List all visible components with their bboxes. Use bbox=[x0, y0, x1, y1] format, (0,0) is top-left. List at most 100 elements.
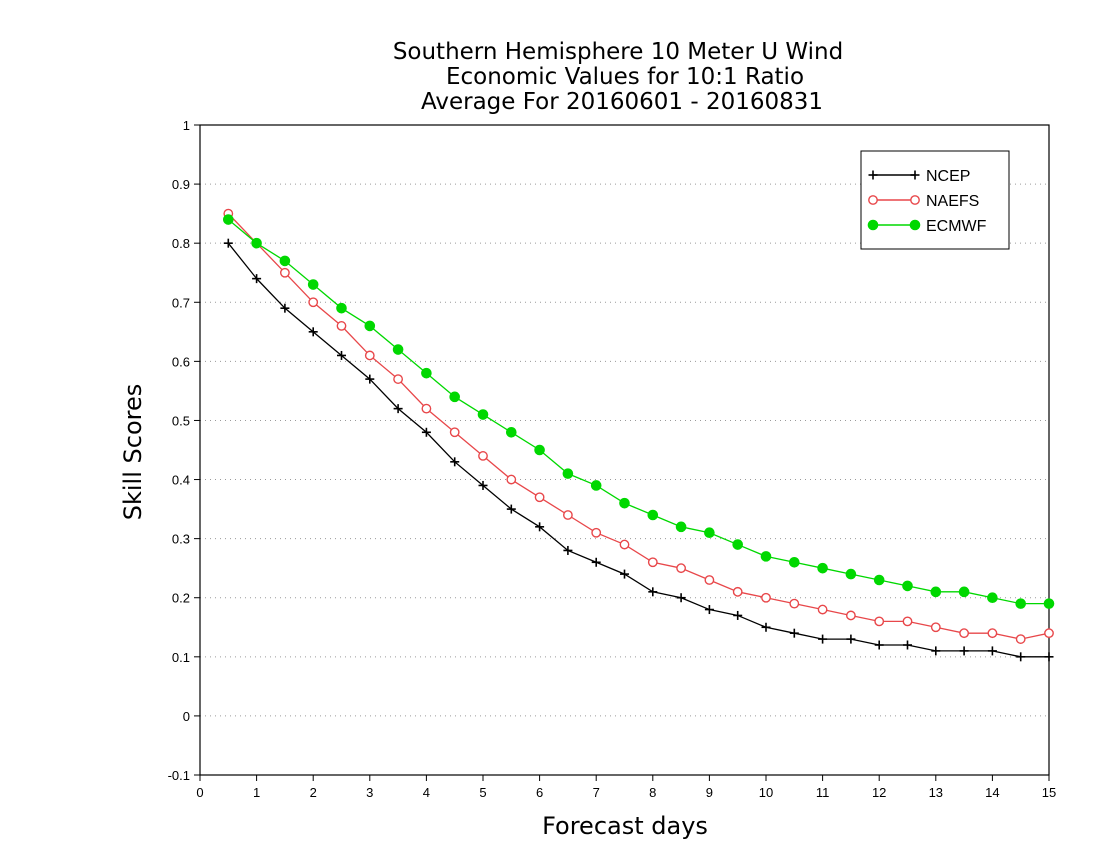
ecmwf-point bbox=[732, 539, 744, 550]
legend-item-naefs: NAEFS bbox=[868, 193, 979, 210]
ncep-point bbox=[591, 557, 601, 567]
ncep-point bbox=[846, 634, 856, 644]
legend-marker-end-ncep bbox=[910, 170, 920, 180]
naefs-point bbox=[647, 557, 658, 568]
series-ncep bbox=[223, 238, 1054, 662]
legend: NCEP NAEFS ECMWF bbox=[860, 150, 1010, 250]
naefs-point bbox=[930, 622, 941, 633]
x-tick-label: 12 bbox=[872, 785, 886, 800]
ncep-point bbox=[563, 545, 573, 555]
legend-label-ecmwf: ECMWF bbox=[926, 218, 987, 235]
ncep-point bbox=[280, 303, 290, 313]
ecmwf-point bbox=[590, 480, 602, 491]
axis-ticks: -0.100.10.20.30.40.50.60.70.80.910 1 2 3 4 5 6… bbox=[168, 118, 1057, 800]
legend-label-ncep: NCEP bbox=[926, 168, 970, 185]
naefs-point bbox=[817, 604, 828, 615]
ecmwf-point bbox=[392, 344, 404, 355]
naefs-point bbox=[676, 563, 686, 574]
legend-marker-start-ecmwf bbox=[867, 219, 879, 231]
ncep-point bbox=[874, 640, 884, 650]
y-tick-label: -0.1 bbox=[168, 768, 190, 783]
legend-marker-end-naefs bbox=[910, 195, 920, 205]
naefs-line bbox=[227, 213, 1050, 640]
x-tick-label: 6 bbox=[536, 785, 543, 800]
x-tick-label: 3 bbox=[366, 785, 373, 800]
naefs-point bbox=[563, 510, 573, 520]
x-tick-label: 15 bbox=[1042, 785, 1056, 800]
ecmwf-point bbox=[760, 551, 772, 562]
chart-title: Southern Hemisphere 10 Meter U Wind Econ… bbox=[393, 39, 843, 115]
ecmwf-point bbox=[223, 214, 234, 225]
ncep-point bbox=[648, 587, 658, 597]
ecmwf-point bbox=[675, 521, 687, 533]
series-ecmwf bbox=[223, 214, 1055, 609]
ecmwf-point bbox=[364, 320, 376, 332]
naefs-point bbox=[902, 616, 913, 627]
y-tick-label: 0.3 bbox=[172, 532, 190, 547]
ncep-point bbox=[959, 646, 969, 656]
ecmwf-point bbox=[704, 527, 715, 539]
naefs-point bbox=[704, 575, 715, 585]
ecmwf-point bbox=[1043, 598, 1055, 609]
ncep-point bbox=[421, 427, 431, 437]
title-line-3: Average For 20160601 - 20160831 bbox=[421, 89, 823, 115]
x-tick-label: 8 bbox=[649, 785, 656, 800]
x-tick-label: 5 bbox=[479, 785, 486, 800]
ncep-point bbox=[620, 569, 629, 579]
naefs-point bbox=[619, 539, 630, 550]
title-line-2: Economic Values for 10:1 Ratio bbox=[446, 64, 804, 90]
naefs-point bbox=[506, 474, 517, 485]
naefs-point bbox=[1044, 628, 1054, 639]
ncep-point bbox=[987, 646, 997, 656]
ncep-line bbox=[227, 242, 1049, 658]
ncep-point bbox=[676, 593, 686, 603]
naefs-point bbox=[987, 628, 998, 639]
naefs-point bbox=[874, 616, 885, 627]
y-tick-label: 0.6 bbox=[172, 354, 190, 369]
ecmwf-point bbox=[477, 409, 489, 420]
ncep-point bbox=[506, 504, 516, 514]
ncep-point bbox=[478, 480, 488, 490]
ncep-point bbox=[308, 327, 318, 337]
y-tick-label: 0.2 bbox=[172, 591, 190, 606]
naefs-point bbox=[732, 586, 743, 597]
x-tick-label: 2 bbox=[310, 785, 317, 800]
ecmwf-point bbox=[251, 237, 262, 249]
ecmwf-point bbox=[930, 586, 942, 598]
x-tick-label: 0 bbox=[196, 785, 203, 800]
ncep-point bbox=[535, 522, 545, 532]
ncep-point bbox=[903, 640, 912, 650]
y-tick-label: 0 bbox=[183, 709, 190, 724]
series-naefs bbox=[223, 208, 1054, 644]
naefs-point bbox=[761, 592, 771, 603]
naefs-point bbox=[336, 321, 347, 331]
ncep-point bbox=[733, 610, 743, 620]
ecmwf-point bbox=[449, 391, 461, 403]
y-tick-label: 1 bbox=[183, 118, 190, 133]
legend-label-naefs: NAEFS bbox=[926, 193, 979, 210]
ecmwf-point bbox=[958, 586, 970, 598]
ecmwf-point bbox=[279, 255, 291, 267]
x-tick-label: 10 bbox=[759, 785, 773, 800]
y-tick-label: 0.8 bbox=[172, 236, 190, 251]
ncep-point bbox=[818, 634, 828, 644]
x-tick-label: 14 bbox=[985, 785, 999, 800]
naefs-point bbox=[591, 527, 602, 538]
legend-marker-start-naefs bbox=[868, 195, 878, 205]
ecmwf-point bbox=[902, 580, 913, 592]
legend-marker-start-ncep bbox=[868, 170, 878, 180]
ncep-point bbox=[252, 274, 262, 284]
naefs-point bbox=[789, 598, 800, 609]
ecmwf-point bbox=[873, 574, 885, 586]
ecmwf-point bbox=[506, 426, 517, 438]
ecmwf-point bbox=[619, 497, 630, 509]
x-tick-label: 1 bbox=[253, 785, 260, 800]
x-tick-label: 9 bbox=[706, 785, 713, 800]
ncep-point bbox=[365, 374, 375, 384]
x-tick-label: 4 bbox=[423, 785, 430, 800]
ecmwf-point bbox=[789, 556, 800, 568]
naefs-point bbox=[846, 610, 856, 621]
naefs-point bbox=[308, 297, 319, 308]
ecmwf-line bbox=[227, 219, 1049, 605]
